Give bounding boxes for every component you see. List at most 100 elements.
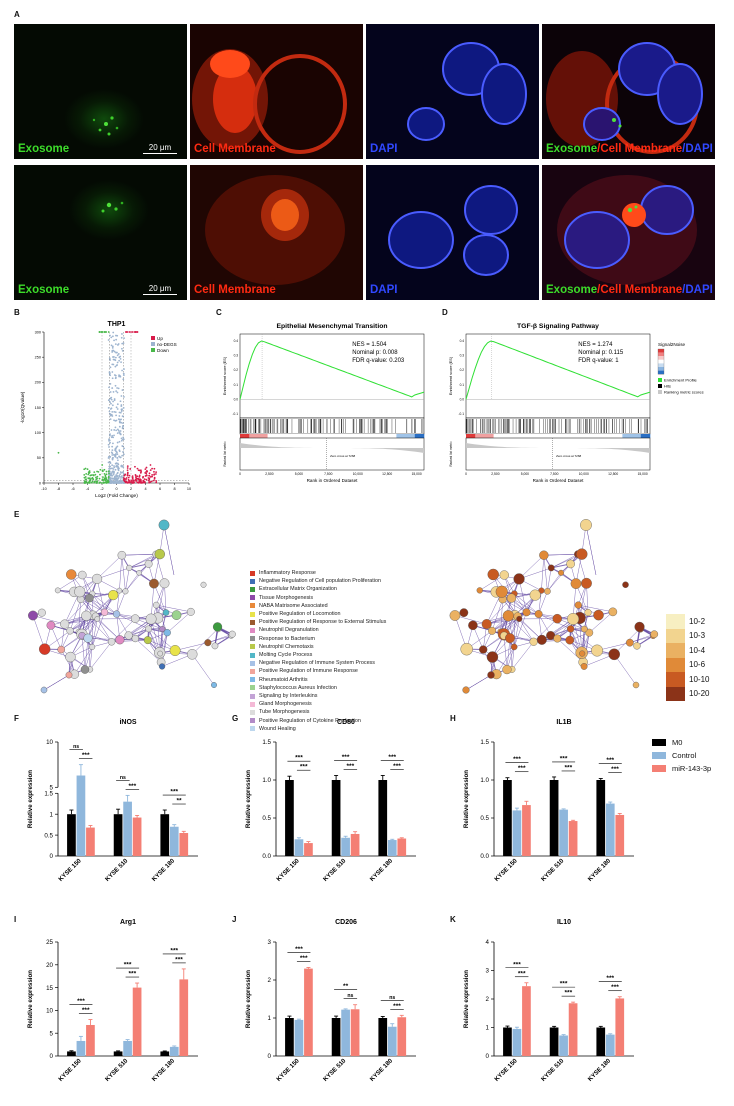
volcano-point bbox=[139, 478, 141, 480]
volcano-point bbox=[134, 465, 136, 468]
exosome-spots bbox=[101, 201, 124, 213]
volcano-point bbox=[109, 456, 111, 458]
network-node bbox=[581, 577, 592, 589]
gsea-tgfb: TGF-β Signaling Pathway 0.4 0.3 0.2 0.1 0.0 -0… bbox=[449, 323, 651, 483]
y-tick-label: 0.0 bbox=[262, 853, 271, 860]
volcano-point bbox=[111, 480, 114, 483]
es-tick-label: 0.3 bbox=[460, 354, 465, 358]
term-label: Tissue Morphogenesis bbox=[259, 594, 314, 601]
network-edge bbox=[491, 599, 503, 631]
volcano-point bbox=[114, 449, 117, 452]
label-merge: Exosome/Cell Membrane/DAPI bbox=[546, 284, 713, 296]
network-node bbox=[66, 569, 77, 580]
bar bbox=[179, 833, 189, 856]
y-tick-label: 2 bbox=[486, 996, 490, 1003]
x-tick-label: 4 bbox=[144, 487, 146, 491]
legend-swatch bbox=[151, 348, 155, 352]
y-tick-label: 0.5 bbox=[262, 815, 271, 822]
volcano-point bbox=[109, 408, 112, 410]
es-ylabel: Enrichment score (ES) bbox=[223, 356, 227, 395]
volcano-point bbox=[136, 331, 139, 333]
network-node bbox=[143, 636, 152, 645]
panel-label-j: J bbox=[232, 915, 237, 924]
volcano-point bbox=[112, 331, 115, 334]
category-label: KYSE 510 bbox=[104, 857, 130, 883]
network-node bbox=[567, 613, 580, 626]
rank-color-bar bbox=[594, 434, 600, 438]
volcano-point bbox=[115, 406, 118, 409]
rank-color-bar bbox=[244, 434, 250, 438]
network-edge bbox=[64, 618, 98, 625]
volcano-point bbox=[120, 361, 122, 364]
panel-label-a: A bbox=[14, 10, 20, 19]
network-edge bbox=[57, 574, 83, 591]
network-edge bbox=[116, 590, 120, 615]
volcano-point bbox=[144, 481, 146, 483]
y-tick-label: 3 bbox=[486, 968, 490, 975]
gsea-stat: FDR q-value: 1 bbox=[578, 358, 619, 364]
volcano-point bbox=[123, 482, 126, 484]
y-tick-label: 0 bbox=[50, 853, 54, 860]
network-edge bbox=[60, 649, 75, 675]
volcano-point bbox=[114, 343, 117, 346]
es-ylabel: Enrichment score (ES) bbox=[449, 356, 453, 395]
rank-color-bar bbox=[521, 434, 527, 438]
network-node bbox=[591, 644, 604, 657]
volcano-point bbox=[119, 430, 122, 432]
volcano-point bbox=[100, 482, 103, 484]
rank-color-bar bbox=[318, 434, 324, 438]
rank-color-bar bbox=[512, 434, 517, 438]
y-tick-label: 5 bbox=[50, 785, 54, 792]
network-edge bbox=[167, 611, 192, 633]
term-label: Inflammatory Response bbox=[259, 570, 316, 577]
network-node bbox=[536, 634, 547, 645]
volcano-point bbox=[122, 477, 125, 479]
network-edge bbox=[69, 599, 81, 631]
network-node bbox=[579, 650, 586, 657]
bar bbox=[503, 780, 512, 856]
volcano-point bbox=[95, 480, 98, 483]
rank-color-bar bbox=[484, 434, 490, 438]
volcano-point bbox=[128, 474, 131, 477]
legend-label: Ranking metric scores bbox=[664, 389, 704, 394]
volcano-point bbox=[116, 361, 119, 364]
volcano-point bbox=[90, 481, 93, 484]
term-label: Molting Cycle Process bbox=[259, 652, 313, 659]
category-label: KYSE 180 bbox=[369, 1057, 395, 1083]
significance-label: *** bbox=[518, 970, 526, 977]
x-tick-label: 2,500 bbox=[491, 472, 499, 476]
network-edge bbox=[32, 615, 65, 625]
volcano-point bbox=[128, 331, 131, 333]
es-tick-label: 0.2 bbox=[460, 368, 465, 372]
network-edge bbox=[81, 634, 86, 670]
volcano-point bbox=[111, 452, 114, 455]
volcano-point bbox=[119, 473, 121, 476]
rank-color-bar bbox=[267, 434, 273, 438]
volcano-point bbox=[115, 414, 118, 417]
chart-title: IL10 bbox=[557, 919, 571, 926]
y-tick-label: 3 bbox=[268, 939, 272, 946]
volcano-point bbox=[109, 433, 111, 436]
volcano-point bbox=[120, 404, 123, 406]
significance-label: *** bbox=[393, 763, 401, 770]
volcano-point bbox=[96, 477, 98, 480]
network-node bbox=[91, 573, 103, 584]
volcano-point bbox=[110, 402, 112, 405]
volcano-point bbox=[116, 441, 119, 444]
volcano-point bbox=[112, 468, 115, 470]
volcano-point bbox=[116, 391, 119, 394]
y-axis-label: Relative expression bbox=[27, 770, 34, 828]
network-node bbox=[85, 593, 94, 603]
chart-title: iNOS bbox=[119, 719, 136, 726]
es-tick-label: 0.0 bbox=[234, 397, 239, 401]
volcano-point bbox=[108, 371, 111, 374]
term-swatch bbox=[250, 701, 255, 707]
zero-cross-label: Zero cross at 7268 bbox=[330, 454, 355, 458]
network-edge bbox=[150, 618, 160, 653]
network-node bbox=[574, 601, 582, 609]
volcano-point bbox=[150, 480, 153, 483]
volcano-point bbox=[115, 390, 118, 393]
network-edge bbox=[511, 646, 515, 670]
network-node bbox=[487, 671, 495, 679]
volcano-point bbox=[112, 473, 115, 476]
